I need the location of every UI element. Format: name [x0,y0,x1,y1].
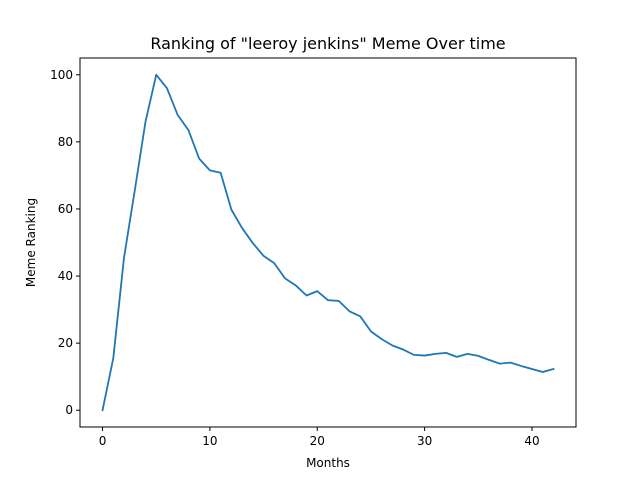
series-line [101,73,555,412]
x-tick-label: 40 [524,434,539,448]
x-tick-label: 30 [417,434,432,448]
y-axis-label: Meme Ranking [24,198,38,287]
x-tick-label: 20 [310,434,325,448]
y-axis: 0 20 40 60 80 100 [50,68,80,417]
series-layer [101,73,555,412]
y-tick-label: 0 [65,403,73,417]
plot-area [79,57,577,428]
y-tick-label: 60 [58,202,73,216]
x-axis-label: Months [306,456,350,470]
y-tick-label: 80 [58,135,73,149]
y-tick-label: 40 [58,269,73,283]
x-axis: 0 10 20 30 40 [99,427,540,448]
y-tick-label: 100 [50,68,73,82]
x-tick-label: 0 [99,434,107,448]
chart-title: Ranking of "leeroy jenkins" Meme Over ti… [150,34,505,53]
x-tick-label: 10 [202,434,217,448]
y-tick-label: 20 [58,336,73,350]
